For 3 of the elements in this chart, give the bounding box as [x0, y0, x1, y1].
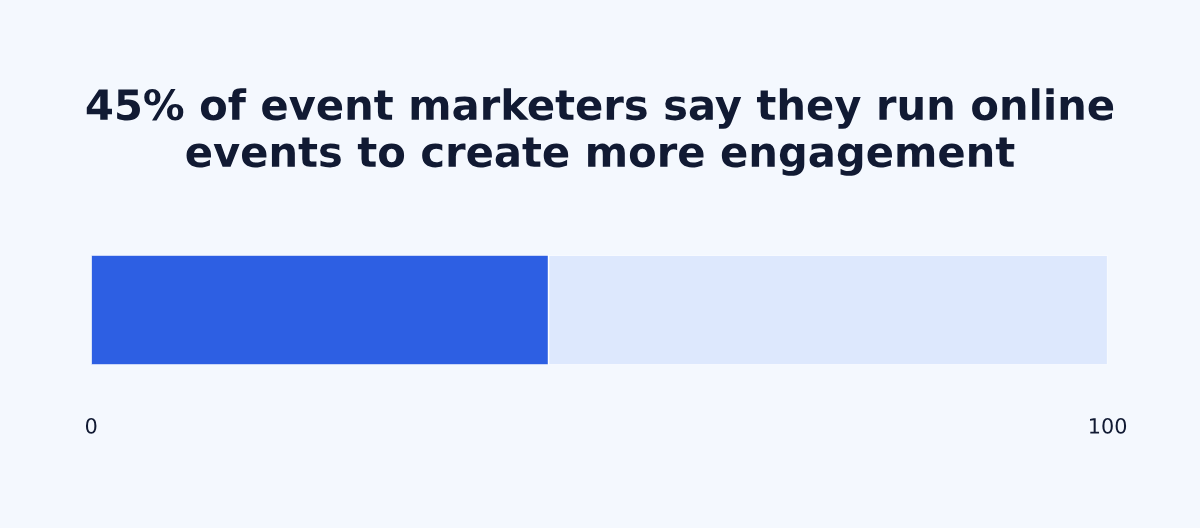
x-tick-label: 100 [1090, 417, 1127, 434]
chart-title: 45% of event marketers say they run online events to create more engagement [86, 88, 1114, 176]
x-tick-label: 0 [85, 417, 97, 434]
